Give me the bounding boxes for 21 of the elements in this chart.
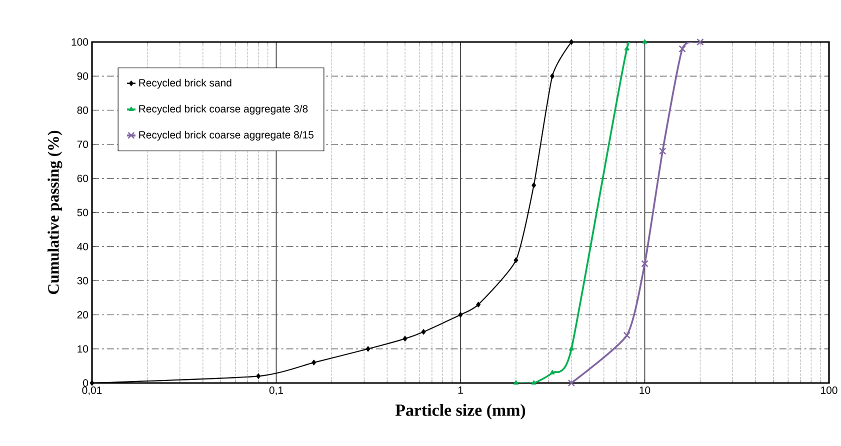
y-axis-title: Cumulative passing (%) bbox=[48, 130, 62, 294]
y-tick-label: 80 bbox=[77, 106, 88, 114]
y-tick-label: 40 bbox=[77, 242, 88, 250]
x-tick-label: 100 bbox=[821, 386, 838, 394]
legend-label: Recycled brick coarse aggregate 3/8 bbox=[139, 104, 308, 115]
x-tick-label: 1 bbox=[458, 386, 463, 394]
legend-label: Recycled brick sand bbox=[139, 78, 232, 89]
x-axis-title: Particle size (mm) bbox=[395, 404, 526, 420]
y-tick-label: 70 bbox=[77, 140, 88, 148]
x-tick-label: 10 bbox=[640, 386, 650, 394]
y-tick-label: 30 bbox=[77, 277, 88, 284]
x-tick-label: 0,01 bbox=[82, 386, 102, 396]
y-tick-label: 50 bbox=[77, 208, 88, 216]
y-tick-label: 60 bbox=[77, 174, 88, 182]
y-tick-label: 0 bbox=[83, 379, 88, 387]
y-tick-label: 90 bbox=[77, 72, 88, 80]
y-tick-label: 10 bbox=[78, 345, 88, 353]
y-tick-label: 100 bbox=[72, 38, 88, 46]
x-tick-label: 0,1 bbox=[269, 386, 283, 396]
y-tick-label: 20 bbox=[77, 311, 88, 319]
legend-label: Recycled brick coarse aggregate 8/15 bbox=[139, 130, 314, 141]
